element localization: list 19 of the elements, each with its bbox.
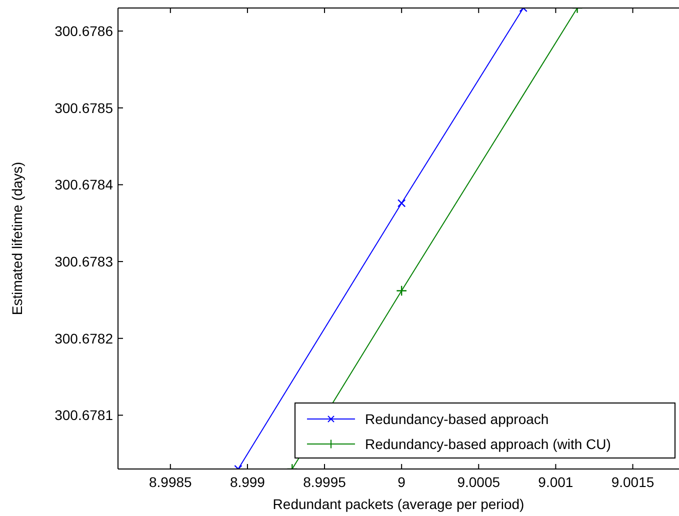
y-tick-label: 300.6783 — [54, 253, 114, 270]
x-tick-label: 9.0005 — [457, 474, 500, 490]
x-tick-label: 9.0015 — [611, 474, 654, 490]
x-tick-label: 8.9995 — [303, 474, 346, 490]
x-axis-title: Redundant packets (average per period) — [272, 496, 524, 512]
legend-label: Redundancy-based approach — [365, 410, 549, 427]
point — [396, 285, 408, 296]
x-tick-label: 8.9985 — [148, 474, 192, 490]
point — [397, 199, 406, 208]
x-tick-label: 9 — [398, 474, 406, 490]
y-tick-label: 300.6782 — [54, 330, 114, 346]
legend-label: Redundancy-based approach (with CU) — [365, 436, 611, 452]
x-tick-label: 8.999 — [230, 474, 266, 490]
y-tick-label: 300.6784 — [54, 176, 114, 193]
y-tick-label: 300.6786 — [54, 22, 114, 39]
y-tick-label: 300.6781 — [54, 407, 114, 424]
y-axis-title: Estimated lifetime (days) — [9, 162, 25, 316]
y-tick-label: 300.6785 — [54, 100, 114, 116]
x-tick-label: 9.001 — [538, 474, 574, 490]
